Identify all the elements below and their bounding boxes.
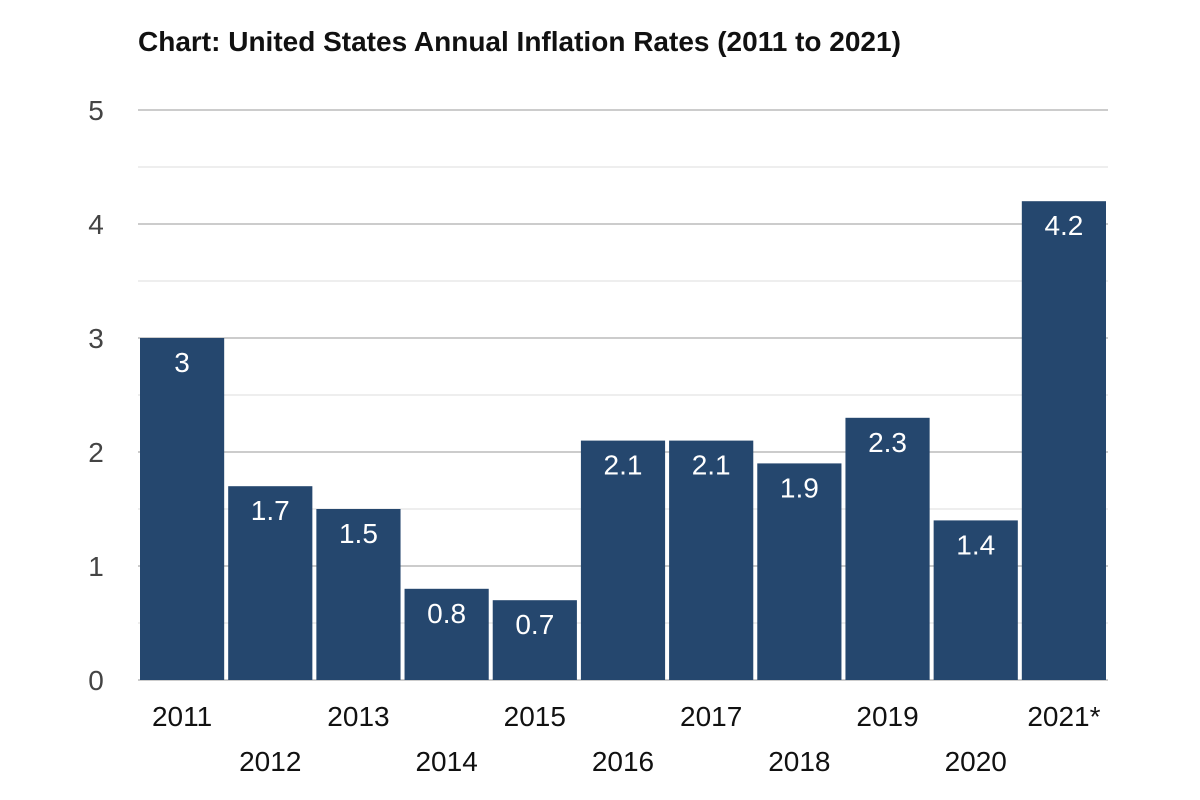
bar-2018 [757,463,842,680]
bar-value-label: 4.2 [1044,210,1083,241]
x-tick-label: 2014 [415,746,477,777]
bars [140,201,1106,680]
bar-2021 [1021,201,1106,680]
bar-value-labels: 3 1.7 1.5 0.8 0.7 2.1 2.1 1.9 2.3 1.4 4.2 [174,210,1083,640]
bar-value-label: 2.1 [604,450,643,481]
bar-2020 [933,520,1018,680]
bar-value-label: 1.4 [956,529,995,560]
bar-2019 [845,417,930,680]
y-tick-label: 0 [88,665,104,696]
bar-value-label: 2.3 [868,427,907,458]
bar-2017 [669,440,754,680]
x-tick-label: 2017 [680,701,742,732]
bar-2013 [316,509,401,680]
bar-2014 [404,588,489,680]
bar-value-label: 1.7 [251,495,290,526]
bar-value-label: 1.5 [339,518,378,549]
bar-2015 [492,600,577,680]
bar-value-label: 1.9 [780,472,819,503]
chart-title: Chart: United States Annual Inflation Ra… [138,26,901,57]
bar-value-label: 2.1 [692,450,731,481]
bar-2016 [580,440,666,680]
x-tick-label: 2015 [504,701,566,732]
x-axis: 2011 2012 2013 2014 2015 2016 2017 2018 2019 2020… [152,701,1101,777]
x-tick-label: 2011 [152,701,212,732]
bar-value-label: 0.7 [515,609,554,640]
x-tick-label: 2013 [327,701,389,732]
y-tick-label: 4 [88,209,104,240]
x-tick-label: 2021* [1027,701,1100,732]
bar-value-label: 0.8 [427,598,466,629]
y-tick-label: 3 [88,323,104,354]
y-tick-label: 5 [88,95,104,126]
bar-2012 [228,486,313,680]
x-tick-label: 2012 [239,746,301,777]
x-tick-label: 2019 [856,701,918,732]
y-tick-label: 2 [88,437,104,468]
bar-2011 [140,338,225,680]
x-tick-label: 2018 [768,746,830,777]
y-tick-label: 1 [88,551,104,582]
x-tick-label: 2016 [592,746,654,777]
y-axis: 0 1 2 3 4 5 [88,95,104,696]
x-tick-label: 2020 [945,746,1007,777]
bar-value-label: 3 [174,347,190,378]
